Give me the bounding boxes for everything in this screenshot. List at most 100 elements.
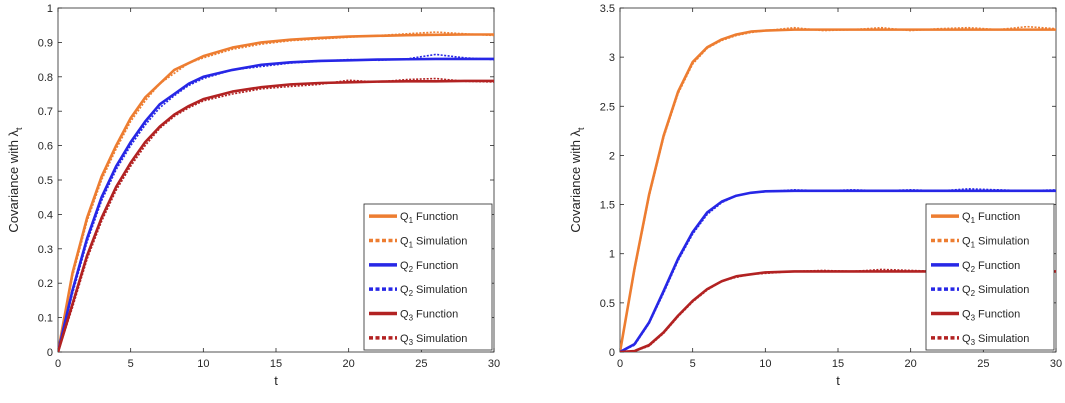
legend-entry-label: Q3 Simulation: [962, 333, 1029, 347]
y-tick-label: 0.9: [38, 37, 53, 49]
y-axis-label: Covariance with λt: [6, 127, 24, 233]
legend-entry-label: Q1 Function: [400, 211, 458, 225]
legend-label-main: Q: [962, 260, 971, 272]
legend-label-main: Q: [400, 333, 409, 345]
x-tick-label: 0: [55, 358, 61, 370]
legend-entry-label: Q1 Function: [962, 211, 1020, 225]
legend-entry-label: Q3 Function: [400, 309, 458, 323]
x-tick-label: 30: [488, 358, 500, 370]
y-axis-label-subscript: t: [576, 127, 586, 130]
legend-label-text: Function: [978, 309, 1020, 321]
y-tick-label: 0.6: [38, 141, 53, 153]
x-tick-label: 30: [1050, 358, 1062, 370]
legend-label-text: Simulation: [978, 333, 1029, 345]
legend-entry-label: Q2 Function: [962, 260, 1020, 274]
legend-label-subscript: 2: [409, 289, 414, 298]
x-axis-label: t: [836, 373, 840, 388]
series-line-2: [620, 25, 1056, 352]
x-tick-label: 15: [832, 358, 844, 370]
y-tick-label: 0: [47, 347, 53, 359]
legend-label-text: Simulation: [416, 284, 467, 296]
legend-label-subscript: 1: [409, 241, 414, 250]
legend-label-text: Simulation: [978, 284, 1029, 296]
legend-label-main: Q: [400, 284, 409, 296]
y-tick-label: 3.5: [600, 3, 615, 15]
legend-label-main: Q: [400, 260, 409, 272]
y-tick-label: 0.8: [38, 72, 53, 84]
legend-label-text: Simulation: [416, 333, 467, 345]
x-tick-label: 25: [415, 358, 427, 370]
y-tick-label: 0.1: [38, 313, 53, 325]
legend-label-text: Function: [978, 260, 1020, 272]
y-tick-label: 0.2: [38, 278, 53, 290]
y-tick-label: 0.3: [38, 244, 53, 256]
legend-label-text: Simulation: [416, 236, 467, 248]
legend-label-main: Q: [400, 236, 409, 248]
legend-label-subscript: 2: [971, 265, 976, 274]
legend-label-main: Q: [962, 211, 971, 223]
x-axis-label: t: [274, 373, 278, 388]
x-tick-label: 10: [197, 358, 209, 370]
x-tick-label: 0: [617, 358, 623, 370]
legend-label-main: Q: [962, 284, 971, 296]
chart-panel-1: 0 5 10 15 20 25 30 0 0.1 0.2 0.3 0.4 0.5 0.6 0.7 0.8 0.9…: [6, 3, 500, 388]
series-line-4: [58, 53, 494, 352]
legend-label-subscript: 1: [971, 241, 976, 250]
series-line-4: [620, 188, 1056, 352]
x-tick-label: 5: [128, 358, 134, 370]
x-tick-label: 10: [759, 358, 771, 370]
legend-box: [925, 203, 1055, 351]
legend-label-main: Q: [962, 309, 971, 321]
series-line-1: [58, 33, 494, 352]
y-axis-label: Covariance with λt: [568, 127, 586, 233]
legend-entry-label: Q2 Simulation: [400, 284, 467, 298]
y-tick-label: 1.5: [600, 200, 615, 212]
legend-box: [363, 203, 493, 351]
series-line-2: [58, 31, 494, 352]
legend-label-subscript: 1: [409, 216, 414, 225]
y-tick-label: 0.5: [38, 175, 53, 187]
y-tick-label: 1: [609, 249, 615, 261]
legend-entry-label: Q2 Simulation: [962, 284, 1029, 298]
y-tick-label: 1: [47, 3, 53, 15]
legend-label-subscript: 2: [409, 265, 414, 274]
legend-entry-label: Q1 Simulation: [962, 236, 1029, 250]
legend-label-subscript: 3: [409, 338, 414, 347]
legend-label-subscript: 1: [971, 216, 976, 225]
legend-label-subscript: 3: [971, 314, 976, 323]
legend-entry-label: Q2 Function: [400, 260, 458, 274]
series-line-6: [58, 77, 494, 352]
legend-label-main: Q: [400, 211, 409, 223]
x-tick-label: 5: [690, 358, 696, 370]
legend-label-text: Function: [416, 211, 458, 223]
series-line-6: [620, 268, 1056, 352]
series-line-5: [58, 79, 494, 352]
y-tick-label: 0.7: [38, 106, 53, 118]
legend-label-subscript: 3: [409, 314, 414, 323]
y-tick-label: 0.5: [600, 298, 615, 310]
legend-entry-label: Q3 Simulation: [400, 333, 467, 347]
legend-entry-label: Q1 Simulation: [400, 236, 467, 250]
y-tick-label: 0.4: [38, 209, 53, 221]
x-tick-label: 15: [270, 358, 282, 370]
legend-label-main: Q: [962, 333, 971, 345]
legend-label-main: Q: [962, 236, 971, 248]
y-axis-label-main: Covariance with λ: [568, 129, 583, 232]
chart-panel-2: 0 5 10 15 20 25 3000.511.522.533.5tCovariance …: [568, 3, 1062, 388]
legend-entry-label: Q3 Function: [962, 309, 1020, 323]
legend-label-text: Simulation: [978, 236, 1029, 248]
x-tick-label: 25: [977, 358, 989, 370]
y-axis-label-subscript: t: [14, 127, 24, 130]
y-tick-label: 2.5: [600, 101, 615, 113]
series-line-3: [620, 189, 1056, 352]
y-tick-label: 3: [609, 52, 615, 64]
y-tick-label: 2: [609, 150, 615, 162]
y-axis-label-main: Covariance with λ: [6, 129, 21, 232]
x-tick-label: 20: [343, 358, 355, 370]
legend-label-text: Function: [416, 260, 458, 272]
legend-label-subscript: 3: [971, 338, 976, 347]
